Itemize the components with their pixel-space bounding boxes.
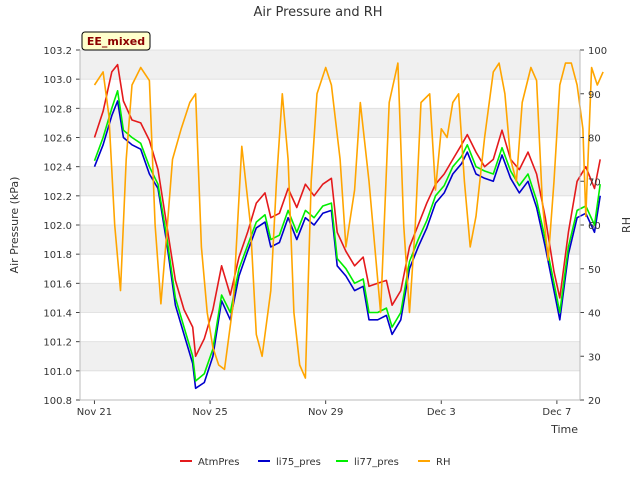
plot-band <box>80 50 580 80</box>
y-tick-label-left: 102.4 <box>43 163 72 174</box>
legend-label: AtmPres <box>198 457 239 468</box>
y-axis-label-left: Air Pressure (kPa) <box>8 177 21 274</box>
y-tick-label-right: 50 <box>588 265 601 276</box>
y-tick-label-left: 101.4 <box>43 309 72 320</box>
plot-band <box>80 108 580 138</box>
y-tick-label-left: 102.8 <box>43 104 72 115</box>
y-tick-label-left: 101.0 <box>43 367 72 378</box>
series-line-rh <box>93 62 604 379</box>
x-tick-label: Nov 25 <box>192 407 227 418</box>
badge: EE_mixed <box>81 31 151 51</box>
x-tick-label: Nov 29 <box>308 407 343 418</box>
x-tick-label: Dec 7 <box>542 407 571 418</box>
series-lines <box>93 62 604 390</box>
plot-band <box>80 283 580 313</box>
y-tick-label-right: 90 <box>588 90 601 101</box>
legend-label: li77_pres <box>354 457 399 468</box>
series-line-atmpres <box>93 63 601 358</box>
y-tick-label-left: 101.6 <box>43 279 72 290</box>
legend-label: li75_pres <box>276 457 321 468</box>
y-tick-label-left: 100.8 <box>43 396 72 407</box>
y-tick-label-right: 60 <box>588 221 601 232</box>
y-tick-label-right: 80 <box>588 134 601 145</box>
y-tick-label-left: 102.2 <box>43 192 72 203</box>
plot-band <box>80 225 580 255</box>
badge-label: EE_mixed <box>87 35 145 48</box>
legend-label: RH <box>436 457 450 468</box>
y-tick-label-left: 103.2 <box>43 46 72 57</box>
badge-box <box>81 31 151 51</box>
y-tick-label-right: 40 <box>588 309 601 320</box>
y-tick-label-right: 100 <box>588 46 607 57</box>
y-tick-label-right: 70 <box>588 177 601 188</box>
plot-band <box>80 341 580 371</box>
chart-title: Air Pressure and RH <box>253 5 382 20</box>
plot-band <box>80 166 580 196</box>
x-tick-label: Dec 3 <box>427 407 456 418</box>
y-tick-label-right: 20 <box>588 396 601 407</box>
x-tick-label: Nov 21 <box>77 407 112 418</box>
y-tick-label-left: 102.0 <box>43 221 72 232</box>
legend: AtmPres li75_pres li77_pres RH <box>180 457 450 468</box>
y-tick-label-right: 30 <box>588 352 601 363</box>
y-tick-label-left: 102.6 <box>43 134 72 145</box>
y-tick-label-left: 101.2 <box>43 338 72 349</box>
y-tick-label-left: 103.0 <box>43 75 72 86</box>
x-axis-label: Time <box>550 423 578 436</box>
y-tick-label-left: 101.8 <box>43 250 72 261</box>
series-line-li75_pres <box>93 100 601 390</box>
y-axis-label-right: RH <box>620 217 633 233</box>
axes: 100.8 101.0 101.2 101.4 101.6 101.8 102.0 102.2… <box>43 46 607 418</box>
